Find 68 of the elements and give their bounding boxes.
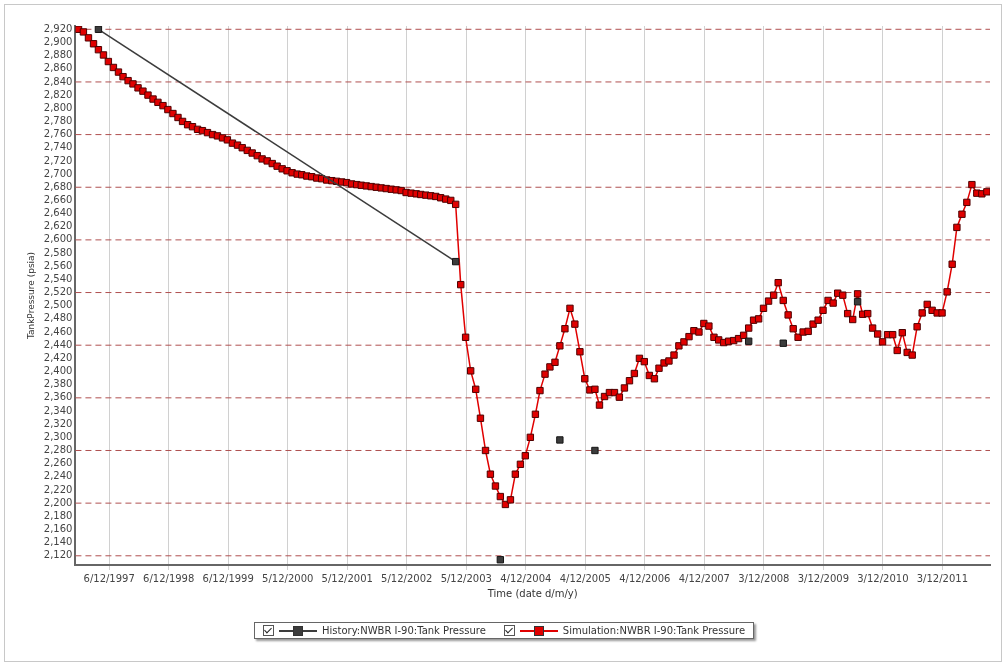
point (591, 446, 599, 455)
point (745, 337, 753, 345)
y-tick-label: 2,160 (43, 523, 73, 535)
x-tick-label: 3/12/2010 (857, 572, 909, 584)
y-tick-label: 2,220 (43, 483, 73, 495)
y-tick-label: 2,660 (43, 194, 73, 205)
y-tick-label: 2,180 (43, 509, 73, 521)
y-tick-label: 2,820 (43, 88, 73, 100)
x-tick-label: 4/12/2005 (559, 572, 611, 584)
y-tick-label: 2,700 (43, 167, 73, 179)
x-tick-label: 4/12/2007 (678, 572, 730, 584)
y-tick-label: 2,920 (43, 22, 73, 34)
y-tick-label: 2,400 (43, 365, 73, 377)
y-tick-label: 2,880 (43, 49, 73, 61)
y-tick-label: 2,680 (43, 180, 73, 192)
x-tick-label: 6/12/1999 (202, 572, 254, 584)
point (779, 339, 787, 347)
y-tick-label: 2,120 (43, 549, 73, 561)
x-tick-label: 6/12/1998 (143, 572, 195, 584)
y-tick-label: 2,780 (43, 115, 73, 127)
y-tick-label: 2,240 (43, 470, 73, 482)
legend-label: History:NWBR I-90:Tank Pressure (321, 625, 486, 636)
y-tick-label: 2,360 (43, 391, 73, 403)
y-tick-label: 2,440 (43, 338, 73, 350)
y-tick-label: 2,500 (43, 299, 73, 311)
y-tick-label: 2,300 (43, 430, 73, 442)
y-tick-label: 2,720 (43, 154, 73, 166)
y-tick-label: 2,320 (43, 417, 73, 429)
x-tick-label: 3/12/2009 (797, 572, 849, 584)
x-tick-label: 4/12/2004 (500, 572, 552, 584)
y-tick-label: 2,480 (43, 312, 73, 324)
y-tick-label: 2,740 (43, 141, 73, 153)
y-tick-label: 2,900 (43, 36, 73, 48)
y-tick-label: 2,280 (43, 444, 73, 456)
point (853, 298, 862, 306)
y-tick-label: 2,260 (43, 457, 73, 469)
x-tick-label: 5/12/2001 (321, 572, 373, 584)
y-tick-label: 2,860 (43, 62, 73, 74)
legend-label: Simulation:NWBR I-90:Tank Pressure (562, 625, 746, 636)
y-tick-label: 2,840 (43, 75, 73, 87)
y-tick-label: 2,460 (43, 325, 73, 337)
point (94, 26, 103, 33)
y-tick-label: 2,140 (43, 536, 73, 548)
y-tick-label: 2,800 (43, 101, 73, 113)
point (556, 436, 564, 444)
y-tick-label: 2,420 (43, 351, 73, 363)
y-tick-label: 2,600 (43, 233, 73, 245)
x-tick-label: 3/12/2011 (916, 572, 969, 584)
y-tick-label: 2,520 (43, 286, 73, 298)
y-tick-label: 2,640 (43, 207, 73, 219)
x-tick-label: 3/12/2008 (738, 572, 790, 584)
x-axis-title: Time (date d/m/y) (486, 587, 578, 599)
point (496, 556, 505, 564)
y-tick-label: 2,760 (43, 128, 73, 140)
x-tick-label: 5/12/2003 (440, 572, 492, 584)
y-axis-title: TankPressure (psia) (25, 251, 36, 341)
x-tick-label: 5/12/2000 (262, 572, 314, 584)
x-tick-label: 4/12/2006 (619, 572, 671, 584)
y-tick-label: 2,560 (43, 259, 73, 271)
x-tick-label: 5/12/2002 (381, 572, 433, 584)
y-tick-label: 2,580 (43, 246, 73, 258)
y-tick-label: 2,200 (43, 496, 73, 508)
y-tick-label: 2,540 (43, 272, 73, 284)
y-tick-label: 2,380 (43, 378, 73, 390)
x-tick-label: 6/12/1997 (83, 572, 135, 584)
y-tick-label: 2,340 (43, 404, 73, 416)
point (451, 257, 460, 266)
y-tick-label: 2,620 (43, 220, 73, 232)
